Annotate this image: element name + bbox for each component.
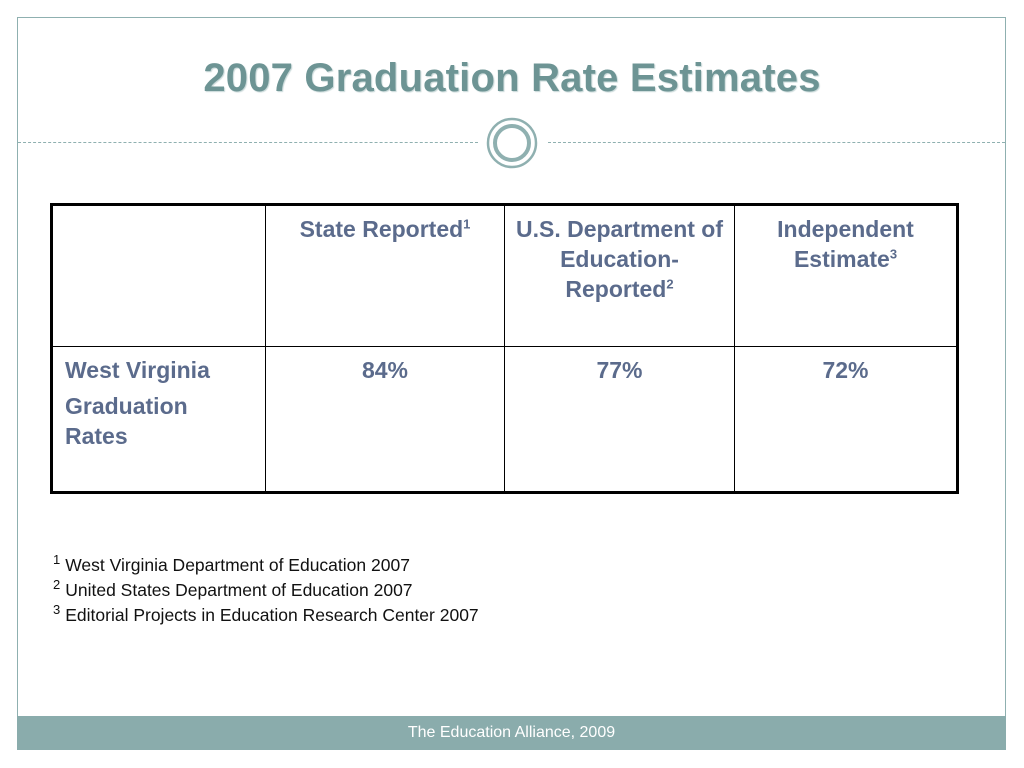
divider-left: [18, 142, 478, 143]
table-header-row: State Reported1 U.S. Department of Educa…: [51, 204, 958, 347]
footnote-2: 2 United States Department of Education 2…: [53, 577, 413, 600]
row-label-west-virginia: West Virginia Graduation Rates: [51, 346, 266, 493]
graduation-rate-table: State Reported1 U.S. Department of Educa…: [50, 203, 959, 494]
circle-ornament-icon: [486, 117, 538, 169]
footnote-1: 1 West Virginia Department of Education 2…: [53, 552, 410, 575]
divider-right: [548, 142, 1005, 143]
value-us-dept-education: 77%: [504, 346, 735, 493]
footer-text: The Education Alliance, 2009: [407, 724, 616, 741]
value-state-reported: 84%: [265, 346, 505, 493]
row-label-line1: West Virginia: [65, 357, 210, 383]
header-state-reported: State Reported1: [265, 204, 505, 347]
slide-title: 2007 Graduation Rate Estimates: [203, 56, 821, 100]
footer-bar: The Education Alliance, 2009: [17, 716, 1006, 750]
row-label-line2: Graduation Rates: [65, 393, 188, 449]
footnote-3: 3 Editorial Projects in Education Researc…: [53, 602, 479, 625]
footnotes: 1 West Virginia Department of Education 2…: [53, 553, 479, 628]
header-empty-cell: [51, 204, 266, 347]
header-us-dept-education: U.S. Department of Education-Reported2: [504, 204, 735, 347]
table-row: West Virginia Graduation Rates 84% 77% 7…: [51, 346, 958, 493]
value-independent-estimate: 72%: [734, 346, 958, 493]
header-independent-estimate: Independent Estimate3: [734, 204, 958, 347]
